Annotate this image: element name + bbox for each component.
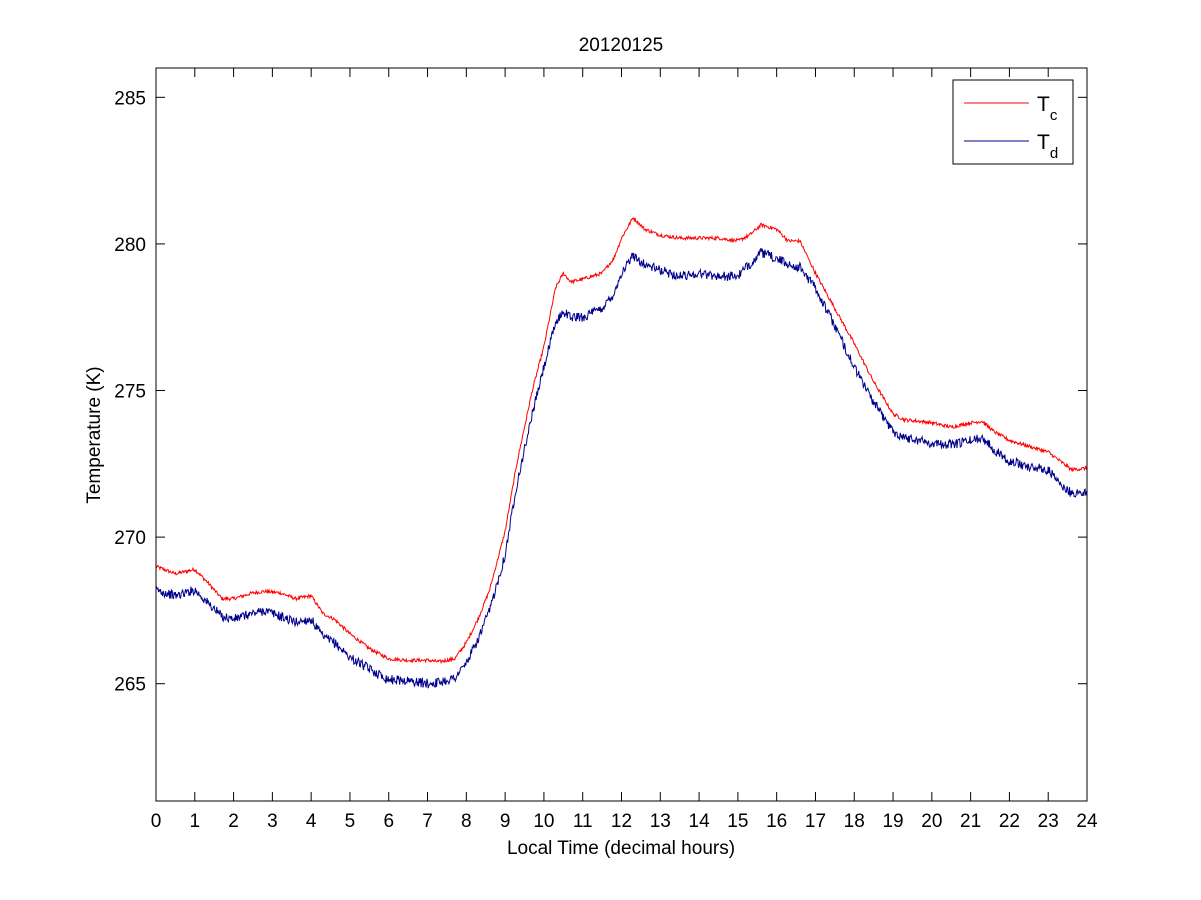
x-tick-label: 14 (689, 811, 711, 832)
series-line-td (155, 247, 1087, 689)
x-tick-label: 4 (306, 811, 317, 832)
x-tick-label: 9 (500, 811, 511, 832)
x-tick-label: 18 (844, 811, 865, 832)
x-tick-label: 24 (1076, 811, 1098, 832)
y-tick-label: 265 (114, 675, 146, 696)
x-tick-label: 3 (267, 811, 278, 832)
y-tick-label: 280 (114, 235, 146, 256)
x-tick-label: 16 (766, 811, 787, 832)
y-tick-label: 270 (114, 528, 146, 549)
x-tick-label: 17 (805, 811, 826, 832)
x-tick-label: 11 (573, 811, 593, 832)
x-axis-label: Local Time (decimal hours) (507, 838, 735, 859)
x-tick-label: 13 (650, 811, 671, 832)
x-tick-label: 12 (611, 811, 632, 832)
x-tick-label: 2 (228, 811, 239, 832)
plot-lines (155, 217, 1088, 689)
x-tick-label: 6 (383, 811, 394, 832)
y-tick-label: 275 (114, 382, 146, 403)
series-line-tc (155, 217, 1088, 665)
legend-box (952, 79, 1074, 165)
x-tick-label: 22 (999, 811, 1020, 832)
x-tick-label: 7 (422, 811, 433, 832)
chart-title: 20120125 (579, 35, 664, 56)
x-tick-label: 19 (882, 811, 903, 832)
x-tick-label: 5 (345, 811, 356, 832)
x-tick-label: 21 (960, 811, 981, 832)
x-tick-label: 10 (533, 811, 554, 832)
x-tick-label: 15 (727, 811, 748, 832)
x-tick-label: 0 (151, 811, 162, 832)
x-tick-label: 20 (921, 811, 942, 832)
x-tick-label: 23 (1038, 811, 1059, 832)
y-axis-label: Temperature (K) (84, 366, 105, 503)
axis-ticks: 0 1 2 3 4 5 6 7 8 9 10 11 12 13 14 15 16 17 18 19 20 21 22 23 24… (114, 68, 1098, 832)
x-tick-label: 8 (461, 811, 472, 832)
y-tick-label: 285 (114, 88, 146, 109)
x-tick-label: 1 (190, 811, 201, 832)
